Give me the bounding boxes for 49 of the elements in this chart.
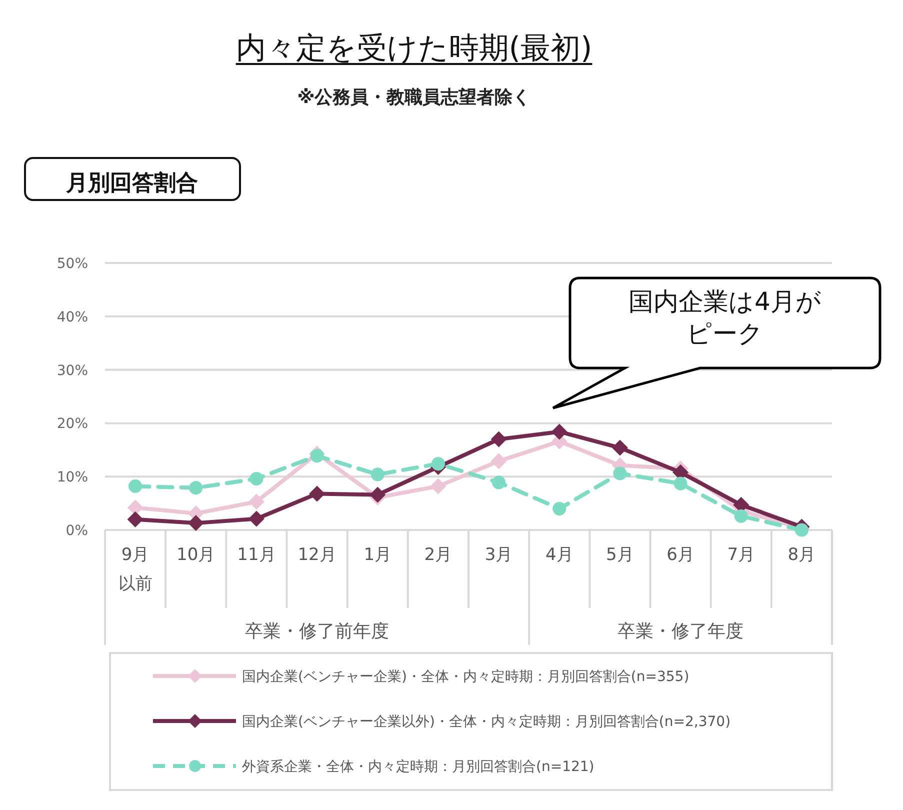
y-tick-label: 10% — [56, 470, 88, 486]
y-tick-label: 0% — [66, 523, 88, 539]
text: 卒業・修了年度 — [618, 621, 744, 642]
y-tick-label: 50% — [56, 256, 88, 272]
point — [551, 424, 568, 440]
point — [490, 453, 507, 470]
point — [248, 494, 264, 510]
y-tick-label: 30% — [56, 362, 88, 379]
point — [794, 523, 809, 537]
point — [128, 479, 142, 494]
point — [248, 510, 264, 527]
x-tick-label: 11月 — [237, 545, 276, 565]
legend-label: 国内企業(ベンチャー企業)・全体・内々定時期：月別回答割合(n=355) — [242, 669, 690, 685]
x-tick-label: 2月 — [424, 545, 452, 565]
point — [674, 476, 688, 490]
x-tick-label: 7月 — [727, 545, 756, 565]
point — [310, 448, 324, 463]
legend-label: 国内企業(ベンチャー企業以外)・全体・内々定時期：月別回答割合(n=2,370) — [242, 714, 731, 730]
point — [492, 476, 506, 490]
x-tick-label: 10月 — [176, 545, 216, 565]
text: 月別回答割合 — [65, 171, 198, 196]
chart-subtitle: ※公務員・教職員志望者除く — [297, 87, 531, 108]
point — [612, 440, 628, 456]
y-tick-label: 40% — [56, 309, 88, 326]
x-tick-label: 12月 — [298, 545, 336, 565]
x-tick-label: 6月 — [666, 545, 694, 565]
point — [127, 511, 144, 528]
annotation: 国内企業は4月がピーク — [628, 286, 822, 350]
x-tick-label: 8月 — [788, 545, 816, 565]
point — [552, 502, 566, 516]
point — [370, 468, 384, 482]
point — [430, 478, 446, 494]
point — [734, 509, 748, 523]
point — [188, 515, 204, 532]
x-tick-label: 1月 — [364, 545, 392, 565]
x-tick-label: 5月 — [606, 545, 634, 565]
legend-label: 外資系企業・全体・内々定時期：月別回答割合(n=121) — [242, 759, 594, 775]
x-tick-label: 3月 — [484, 545, 513, 565]
point — [490, 431, 507, 448]
point — [309, 486, 326, 502]
x-tick-label: 4月 — [545, 545, 574, 565]
x-tick-label: 9月以前 — [118, 545, 152, 594]
point — [250, 472, 264, 486]
point — [189, 481, 203, 495]
point — [431, 456, 446, 471]
point — [613, 466, 627, 480]
text: 卒業・修了前年度 — [245, 621, 390, 642]
y-tick-label: 20% — [56, 416, 88, 432]
chart-title: 内々定を受けた時期(最初) — [236, 31, 592, 66]
